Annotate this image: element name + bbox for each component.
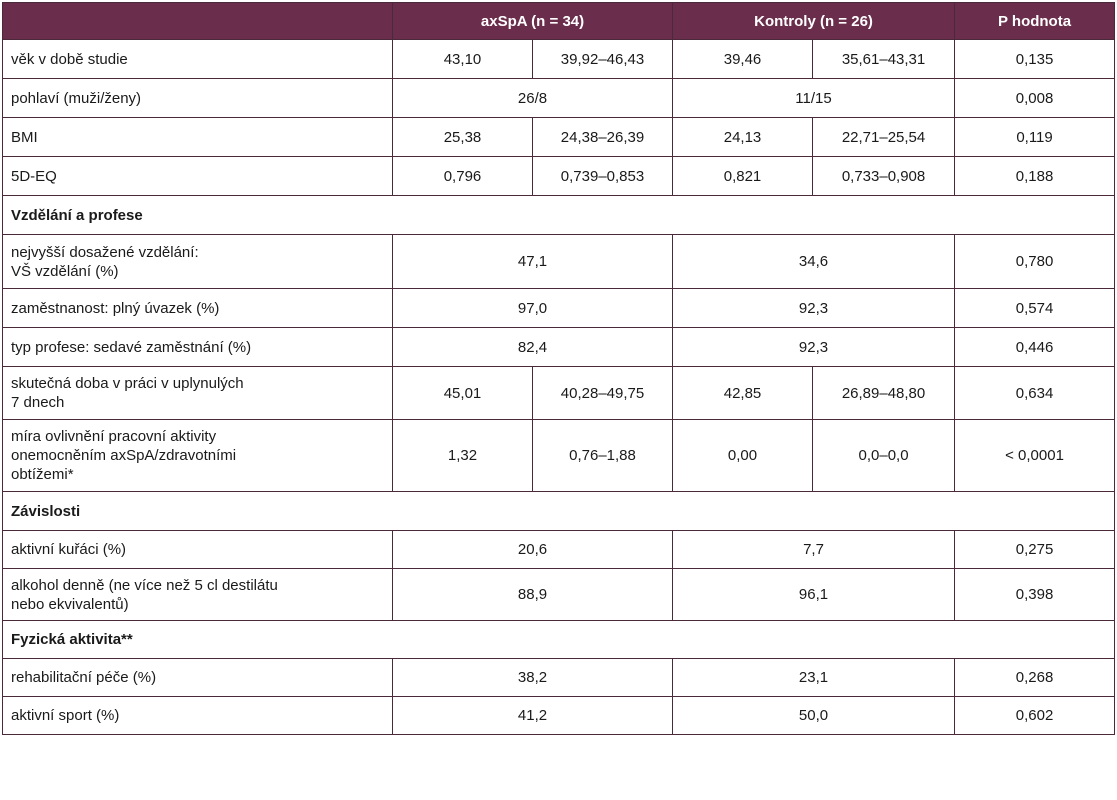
p-value: 0,119 — [954, 117, 1116, 157]
row-label-line: onemocněním axSpA/zdravotními — [11, 447, 237, 464]
row-label: aktivní kuřáci (%) — [2, 530, 393, 569]
table-row: rehabilitační péče (%) 38,2 23,1 0,268 — [2, 658, 1116, 697]
row-label: 5D-EQ — [2, 156, 393, 196]
row-label-line: obtížemi* — [11, 466, 74, 483]
section-row: Vzdělání a profese — [1, 195, 1116, 235]
kontroly-mean: 42,85 — [672, 366, 814, 420]
axspa-value: 20,6 — [391, 530, 674, 569]
axspa-value: 47,1 — [391, 234, 674, 289]
kontroly-value: 11/15 — [672, 78, 956, 118]
header-blank — [2, 2, 393, 40]
row-label-line: míra ovlivnění pracovní aktivity — [11, 428, 217, 445]
axspa-ci: 24,38–26,39 — [531, 117, 674, 157]
header-axspa: axSpA (n = 34) — [391, 2, 674, 40]
row-label: typ profese: sedavé zaměstnání (%) — [2, 327, 393, 367]
row-label: rehabilitační péče (%) — [2, 658, 393, 697]
row-label-line: nejvyšší dosažené vzdělání: — [11, 243, 199, 261]
p-value: 0,446 — [954, 327, 1116, 367]
kontroly-value: 92,3 — [672, 327, 956, 367]
axspa-mean: 43,10 — [392, 39, 533, 79]
axspa-mean: 1,32 — [392, 419, 533, 492]
header-kontroly: Kontroly (n = 26) — [672, 2, 956, 40]
section-heading: Fyzická aktivita** — [1, 620, 1116, 659]
row-label-line: VŠ vzdělání (%) — [11, 262, 119, 280]
kontroly-value: 7,7 — [672, 530, 956, 569]
p-value: 0,275 — [954, 530, 1116, 569]
axspa-value: 41,2 — [391, 696, 674, 735]
row-label: pohlaví (muži/ženy) — [2, 78, 393, 118]
row-label-line: nebo ekvivalentů) — [11, 595, 129, 613]
axspa-mean: 0,796 — [392, 156, 533, 196]
kontroly-ci: 26,89–48,80 — [812, 366, 956, 420]
section-heading: Závislosti — [1, 491, 1116, 531]
kontroly-ci: 35,61–43,31 — [812, 39, 956, 79]
kontroly-value: 23,1 — [672, 658, 956, 697]
kontroly-mean: 0,821 — [672, 156, 814, 196]
table-row: nejvyšší dosažené vzdělání: VŠ vzdělání … — [2, 234, 1116, 289]
kontroly-ci: 0,0–0,0 — [812, 419, 956, 492]
row-label-line: 7 dnech — [11, 394, 65, 411]
row-label-line: alkohol denně (ne více než 5 cl destilát… — [11, 576, 278, 594]
kontroly-mean: 0,00 — [672, 419, 814, 492]
p-value: 0,780 — [954, 234, 1116, 289]
axspa-mean: 45,01 — [392, 366, 533, 420]
row-label: aktivní sport (%) — [2, 696, 393, 735]
table-row: skutečná doba v práci v uplynulých 7 dne… — [2, 366, 1116, 420]
p-value: 0,008 — [954, 78, 1116, 118]
table-row: BMI 25,38 24,38–26,39 24,13 22,71–25,54 … — [2, 117, 1116, 157]
table-row: aktivní kuřáci (%) 20,6 7,7 0,275 — [2, 530, 1116, 569]
kontroly-value: 34,6 — [672, 234, 956, 289]
table-row: věk v době studie 43,10 39,92–46,43 39,4… — [2, 39, 1116, 79]
p-value: 0,602 — [954, 696, 1116, 735]
axspa-ci: 0,76–1,88 — [531, 419, 674, 492]
row-label: zaměstnanost: plný úvazek (%) — [2, 288, 393, 328]
table-row: míra ovlivnění pracovní aktivity onemocn… — [2, 419, 1116, 492]
table-row: 5D-EQ 0,796 0,739–0,853 0,821 0,733–0,90… — [2, 156, 1116, 196]
section-heading: Vzdělání a profese — [1, 195, 1116, 235]
p-value: 0,135 — [954, 39, 1116, 79]
table-row: aktivní sport (%) 41,2 50,0 0,602 — [2, 696, 1116, 735]
axspa-value: 88,9 — [391, 568, 674, 621]
section-row: Fyzická aktivita** — [1, 620, 1116, 659]
axspa-value: 26/8 — [391, 78, 674, 118]
kontroly-ci: 0,733–0,908 — [812, 156, 956, 196]
table-row: alkohol denně (ne více než 5 cl destilát… — [2, 568, 1116, 621]
axspa-ci: 40,28–49,75 — [531, 366, 674, 420]
header-p-value: P hodnota — [954, 2, 1116, 40]
kontroly-ci: 22,71–25,54 — [812, 117, 956, 157]
row-label: míra ovlivnění pracovní aktivity onemocn… — [2, 419, 393, 492]
axspa-mean: 25,38 — [392, 117, 533, 157]
table-row: typ profese: sedavé zaměstnání (%) 82,4 … — [2, 327, 1116, 367]
row-label: věk v době studie — [2, 39, 393, 79]
axspa-value: 38,2 — [391, 658, 674, 697]
kontroly-value: 96,1 — [672, 568, 956, 621]
data-table: axSpA (n = 34) Kontroly (n = 26) P hodno… — [1, 2, 1116, 735]
row-label: BMI — [2, 117, 393, 157]
p-value: < 0,0001 — [954, 419, 1116, 492]
row-label: alkohol denně (ne více než 5 cl destilát… — [2, 568, 393, 621]
kontroly-value: 92,3 — [672, 288, 956, 328]
axspa-ci: 39,92–46,43 — [531, 39, 674, 79]
table-row: zaměstnanost: plný úvazek (%) 97,0 92,3 … — [2, 288, 1116, 328]
kontroly-mean: 24,13 — [672, 117, 814, 157]
kontroly-mean: 39,46 — [672, 39, 814, 79]
kontroly-value: 50,0 — [672, 696, 956, 735]
p-value: 0,574 — [954, 288, 1116, 328]
p-value: 0,398 — [954, 568, 1116, 621]
axspa-value: 82,4 — [391, 327, 674, 367]
axspa-value: 97,0 — [391, 288, 674, 328]
row-label: skutečná doba v práci v uplynulých 7 dne… — [2, 366, 393, 420]
p-value: 0,188 — [954, 156, 1116, 196]
axspa-ci: 0,739–0,853 — [531, 156, 674, 196]
row-label-line: skutečná doba v práci v uplynulých — [11, 375, 244, 392]
p-value: 0,268 — [954, 658, 1116, 697]
table-row: pohlaví (muži/ženy) 26/8 11/15 0,008 — [2, 78, 1116, 118]
header-row: axSpA (n = 34) Kontroly (n = 26) P hodno… — [2, 2, 1116, 40]
section-row: Závislosti — [1, 491, 1116, 531]
p-value: 0,634 — [954, 366, 1116, 420]
row-label: nejvyšší dosažené vzdělání: VŠ vzdělání … — [2, 234, 393, 289]
